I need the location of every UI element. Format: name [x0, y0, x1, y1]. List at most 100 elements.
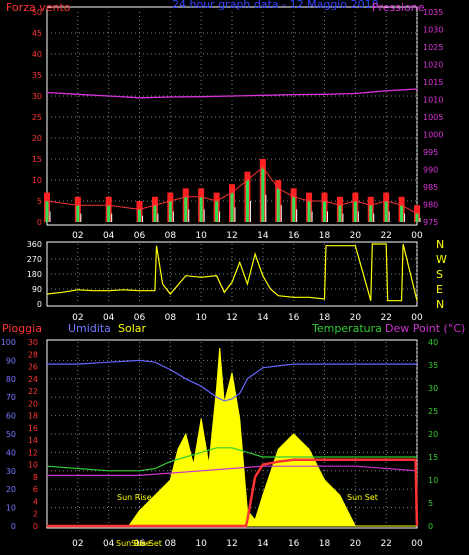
temp-tick-label: 25 [428, 407, 438, 416]
pressure-tick-label: 1035 [423, 8, 443, 17]
direction-tick-label: 360 [27, 240, 42, 249]
x-tick-label: 16 [288, 313, 300, 323]
temp-tick-label: 15 [428, 453, 438, 462]
wind-axis-label: Forza vento [6, 1, 71, 14]
chart-title: 24 hour graph data - 12 Maggio 2018 [172, 0, 379, 11]
x-tick-label: 16 [288, 539, 300, 549]
x-tick-label: 14 [257, 539, 269, 549]
rain-tick-label: 8 [33, 473, 38, 482]
pressure-tick-label: 1025 [423, 43, 443, 52]
temp-tick-label: 5 [428, 499, 433, 508]
direction-tick-label: 270 [27, 255, 42, 264]
pressure-tick-label: 1030 [423, 26, 443, 35]
rain-tick-label: 24 [28, 375, 38, 384]
wind-tick-label: 40 [32, 50, 42, 59]
humidity-tick-label: 50 [6, 430, 16, 439]
sun-set-label: Sun Set [347, 493, 378, 502]
humidity-tick-label: 0 [11, 522, 16, 531]
x-tick-label: 16 [288, 231, 300, 241]
humidity-tick-label: 10 [6, 504, 16, 513]
pressure-tick-label: 985 [423, 183, 438, 192]
x-tick-label: 00 [411, 231, 423, 241]
wind-tick-label: 0 [37, 218, 42, 227]
x-tick-label: 18 [319, 539, 331, 549]
wind-tick-label: 20 [32, 134, 42, 143]
sun-set-axis-label: Sun Set [131, 539, 162, 548]
rain-tick-label: 2 [33, 510, 38, 519]
x-tick-label: 12 [226, 231, 237, 241]
pressure-tick-label: 1020 [423, 61, 443, 70]
pressure-tick-label: 995 [423, 148, 438, 157]
rain-tick-label: 30 [28, 338, 38, 347]
temp-tick-label: 10 [428, 476, 438, 485]
humidity-tick-label: 60 [6, 412, 16, 421]
rain-tick-label: 20 [28, 399, 38, 408]
rain-tick-label: 12 [28, 448, 38, 457]
x-tick-label: 10 [195, 231, 207, 241]
rain-tick-label: 4 [33, 497, 38, 506]
rain-tick-label: 16 [28, 424, 38, 433]
wind-tick-label: 25 [32, 113, 42, 122]
pressure-tick-label: 980 [423, 201, 438, 210]
pressure-tick-label: 1015 [423, 78, 443, 87]
wind-tick-label: 30 [32, 92, 42, 101]
rain-tick-label: 10 [28, 461, 38, 470]
compass-label: N [436, 238, 444, 251]
x-tick-label: 00 [411, 539, 423, 549]
compass-label: N [436, 298, 444, 311]
pressure-tick-label: 1000 [423, 131, 443, 140]
temperature-axis-label: Temperatura [311, 322, 382, 335]
humidity-tick-label: 40 [6, 448, 16, 457]
rain-tick-label: 28 [28, 350, 38, 359]
x-tick-label: 02 [72, 231, 83, 241]
x-tick-label: 20 [350, 539, 362, 549]
rain-tick-label: 26 [28, 363, 38, 372]
temp-tick-label: 30 [428, 384, 438, 393]
pressure-tick-label: 1005 [423, 113, 443, 122]
humidity-tick-label: 100 [1, 338, 16, 347]
wind-tick-label: 10 [32, 176, 42, 185]
rain-tick-label: 22 [28, 387, 38, 396]
humidity-tick-label: 80 [6, 375, 16, 384]
solar-axis-label: Solar [118, 322, 147, 335]
rain-tick-label: 6 [33, 485, 38, 494]
x-tick-label: 02 [72, 539, 83, 549]
humidity-axis-label: Umidita [68, 322, 111, 335]
sun-rise-label: Sun Rise [117, 493, 152, 502]
pressure-line [47, 89, 417, 98]
panel-1-ticks: 0510152025303540455097598098599099510001… [32, 8, 444, 241]
wind-tick-label: 15 [32, 155, 42, 164]
rain-axis-label: Pioggia [2, 322, 42, 335]
x-tick-label: 12 [226, 313, 237, 323]
x-tick-label: 04 [103, 231, 115, 241]
x-tick-label: 14 [257, 313, 269, 323]
x-tick-label: 22 [380, 231, 391, 241]
compass-label: E [436, 283, 443, 296]
rain-tick-label: 18 [28, 412, 38, 421]
temp-tick-label: 40 [428, 338, 438, 347]
temp-tick-label: 35 [428, 361, 438, 370]
x-tick-label: 10 [195, 313, 207, 323]
compass-label: W [436, 253, 447, 266]
compass-label: S [436, 268, 443, 281]
pressure-tick-label: 975 [423, 218, 438, 227]
wind-tick-label: 5 [37, 197, 42, 206]
pressure-axis-label: Pressione [372, 1, 425, 14]
temp-tick-label: 0 [428, 522, 433, 531]
rain-tick-label: 0 [33, 522, 38, 531]
wind-tick-label: 45 [32, 29, 42, 38]
pressure-tick-label: 1010 [423, 96, 443, 105]
x-tick-label: 10 [195, 539, 207, 549]
x-tick-label: 08 [165, 539, 177, 549]
humidity-tick-label: 30 [6, 467, 16, 476]
pressure-tick-label: 990 [423, 166, 438, 175]
temp-humidity-panel: 0102030405060708090100024681012141618202… [1, 322, 466, 549]
humidity-tick-label: 20 [6, 485, 16, 494]
dew-point-axis-label: Dew Point (°C) [385, 322, 465, 335]
x-tick-label: 22 [380, 539, 391, 549]
direction-tick-label: 180 [27, 270, 42, 279]
x-tick-label: 08 [165, 231, 177, 241]
